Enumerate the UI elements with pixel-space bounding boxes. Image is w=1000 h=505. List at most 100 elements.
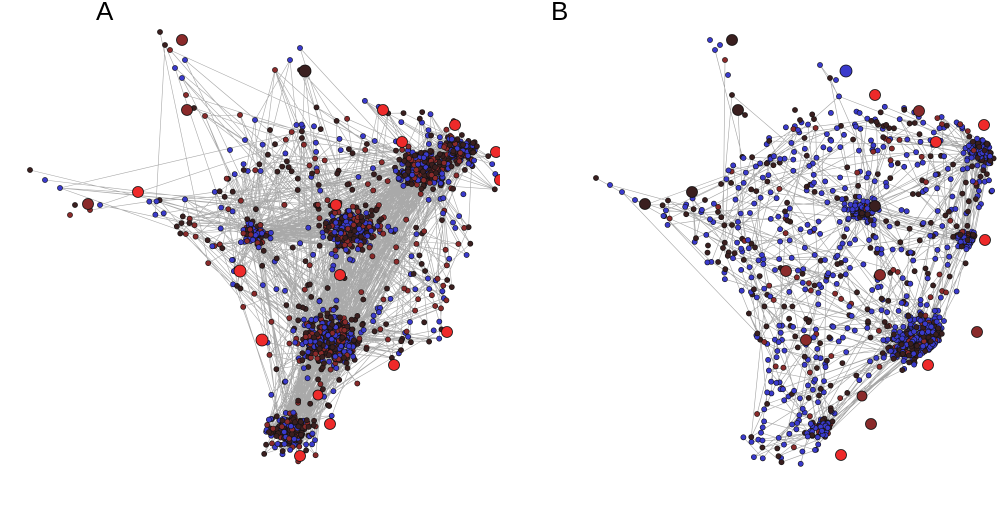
network-node bbox=[380, 230, 387, 237]
network-node bbox=[876, 363, 883, 370]
network-node bbox=[946, 273, 953, 280]
network-node bbox=[177, 230, 184, 237]
network-node bbox=[247, 226, 253, 233]
network-node bbox=[875, 327, 882, 334]
network-node bbox=[981, 147, 988, 154]
network-node bbox=[896, 116, 903, 123]
network-node bbox=[888, 145, 895, 152]
network-node bbox=[290, 409, 297, 416]
network-node bbox=[765, 356, 771, 363]
network-node bbox=[393, 244, 399, 251]
network-node bbox=[898, 207, 905, 213]
network-node bbox=[870, 148, 877, 155]
network-node bbox=[952, 206, 959, 212]
network-node bbox=[426, 338, 432, 345]
network-node bbox=[781, 347, 788, 354]
network-node bbox=[418, 260, 425, 267]
network-node bbox=[880, 354, 887, 361]
network-node bbox=[294, 187, 301, 193]
network-node bbox=[237, 197, 244, 204]
network-node bbox=[894, 160, 901, 167]
network-node bbox=[800, 266, 807, 272]
network-node bbox=[970, 231, 976, 238]
network-graph-b bbox=[593, 34, 997, 467]
network-node bbox=[797, 460, 804, 467]
network-node bbox=[269, 440, 275, 447]
network-node bbox=[298, 121, 305, 128]
network-node bbox=[424, 275, 431, 282]
network-node bbox=[443, 262, 450, 269]
network-node bbox=[851, 327, 858, 334]
network-node bbox=[815, 289, 822, 296]
network-node bbox=[924, 275, 931, 282]
network-node bbox=[370, 312, 377, 319]
network-node bbox=[854, 289, 860, 296]
network-node bbox=[844, 389, 851, 396]
network-node bbox=[172, 65, 178, 71]
network-node bbox=[906, 225, 913, 232]
network-node bbox=[295, 423, 302, 430]
network-node bbox=[767, 293, 774, 300]
network-node bbox=[903, 293, 910, 300]
network-node bbox=[317, 187, 324, 194]
network-node bbox=[328, 412, 335, 419]
network-node bbox=[406, 155, 412, 162]
network-node bbox=[302, 339, 309, 345]
network-node bbox=[746, 264, 753, 270]
network-node bbox=[900, 358, 907, 364]
network-node bbox=[354, 208, 361, 215]
network-node bbox=[465, 160, 472, 167]
hub-node bbox=[396, 136, 408, 148]
network-node bbox=[274, 440, 281, 447]
network-node bbox=[354, 380, 361, 387]
network-node bbox=[936, 125, 943, 132]
network-node bbox=[855, 182, 861, 189]
network-node bbox=[392, 167, 399, 174]
network-node bbox=[237, 285, 244, 292]
network-node bbox=[817, 230, 823, 237]
network-node bbox=[898, 341, 905, 348]
network-node bbox=[282, 378, 289, 385]
network-node bbox=[305, 423, 312, 430]
network-node bbox=[817, 340, 823, 347]
network-node bbox=[310, 334, 317, 341]
network-node bbox=[458, 132, 465, 138]
network-node bbox=[384, 285, 390, 292]
node-layer bbox=[593, 37, 997, 467]
network-node bbox=[324, 197, 331, 204]
hub-layer bbox=[82, 34, 500, 462]
network-node bbox=[257, 168, 264, 174]
network-node bbox=[922, 186, 929, 193]
network-node bbox=[485, 153, 492, 159]
network-node bbox=[721, 222, 728, 229]
network-node bbox=[432, 303, 439, 309]
network-node bbox=[470, 149, 477, 156]
network-node bbox=[279, 448, 286, 454]
network-node bbox=[806, 413, 813, 420]
network-node bbox=[907, 280, 914, 287]
network-node bbox=[288, 129, 295, 135]
network-node bbox=[320, 306, 326, 313]
network-node bbox=[780, 386, 786, 393]
network-node bbox=[300, 365, 307, 371]
network-node bbox=[866, 237, 872, 243]
network-node bbox=[843, 226, 850, 232]
network-node bbox=[922, 348, 929, 354]
network-node bbox=[333, 118, 340, 124]
network-node bbox=[363, 141, 370, 147]
network-node bbox=[387, 295, 394, 302]
network-node bbox=[320, 234, 327, 240]
network-node bbox=[834, 125, 840, 132]
network-node bbox=[287, 446, 293, 453]
network-node bbox=[182, 57, 188, 63]
network-node bbox=[740, 256, 747, 263]
network-node bbox=[766, 282, 773, 289]
network-node bbox=[287, 57, 293, 63]
network-node bbox=[910, 257, 917, 264]
network-node bbox=[273, 255, 280, 262]
hub-node bbox=[780, 265, 792, 277]
network-node bbox=[317, 312, 324, 319]
network-node bbox=[748, 274, 755, 281]
network-node bbox=[828, 137, 835, 144]
network-node bbox=[776, 185, 783, 192]
